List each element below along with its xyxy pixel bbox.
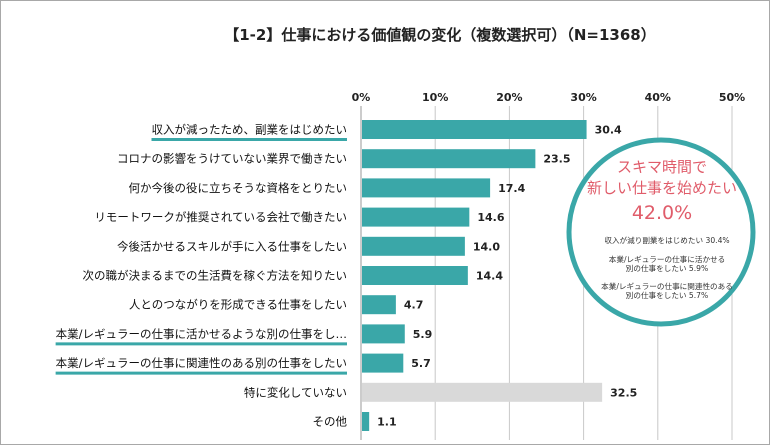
category-label: 収入が減ったため、副業をはじめたい	[152, 123, 348, 137]
bar	[362, 295, 396, 315]
category-label: 次の職が決まるまでの生活費を稼ぐ方法を知りたい	[83, 269, 348, 283]
category-label: 特に変化していない	[244, 385, 347, 399]
category-label: 人とのつながりを形成できる仕事をしたい	[129, 298, 347, 312]
chart-title: 【1-2】仕事における価値観の変化（複数選択可）（N=1368）	[224, 26, 655, 44]
x-tick-label: 0%	[352, 91, 371, 104]
category-label: 何か今後の役に立ちそうな資格をとりたい	[129, 181, 348, 195]
callout-total: 42.0%	[632, 202, 692, 224]
category-label: 本業/レギュラーの仕事に活かせるような別の仕事をし…	[56, 327, 347, 341]
value-label: 14.6	[477, 211, 504, 224]
bar	[362, 266, 468, 285]
x-tick-label: 30%	[570, 91, 596, 104]
category-label: コロナの影響をうけていない業界で働きたい	[117, 152, 347, 166]
bars	[362, 120, 603, 431]
x-axis-ticks: 0% 10% 20% 30% 40% 50%	[352, 91, 746, 104]
category-label: 本業/レギュラーの仕事に関連性のある別の仕事をしたい	[56, 356, 347, 370]
value-label: 17.4	[498, 182, 525, 195]
bar	[362, 207, 470, 227]
x-tick-label: 40%	[645, 91, 671, 104]
callout-item-2: 本業/レギュラーの仕事に活かせる	[609, 254, 725, 264]
callout-item-4: 本業/レギュラーの仕事に関連性のある	[601, 281, 733, 291]
value-label: 1.1	[377, 416, 397, 429]
bar	[362, 324, 405, 344]
x-tick-label: 10%	[422, 91, 448, 104]
value-label: 14.0	[473, 240, 500, 253]
bar	[362, 149, 536, 169]
bar	[362, 178, 491, 198]
category-labels: 収入が減ったため、副業をはじめたいコロナの影響をうけていない業界で働きたい何か今…	[55, 123, 348, 429]
bar	[362, 353, 404, 373]
bar	[362, 382, 603, 402]
callout-circle	[566, 137, 756, 327]
callout-item-3: 別の仕事をしたい 5.9%	[626, 263, 708, 273]
callout-headline-2: 新しい仕事を始めたい	[587, 179, 737, 197]
category-label: その他	[313, 415, 348, 429]
value-labels: 30.4 23.5 17.4 14.6 14.0 14.4 4.7 5.9 5.7 32.5 1.1	[377, 124, 637, 429]
bar	[362, 412, 370, 431]
category-label: リモートワークが推奨されている会社で働きたい	[94, 210, 347, 224]
callout-item-5: 別の仕事をしたい 5.7%	[626, 290, 708, 300]
value-label: 5.9	[413, 328, 433, 341]
callout-item-1: 収入が減り副業をはじめたい 30.4%	[604, 235, 729, 245]
x-tick-label: 50%	[719, 91, 745, 104]
value-label: 32.5	[610, 386, 637, 399]
bar	[362, 236, 465, 256]
value-label: 5.7	[411, 357, 431, 370]
bar	[362, 120, 587, 139]
callout-headline-1: スキマ時間で	[617, 158, 707, 176]
category-label: 今後活かせるスキルが手に入る仕事をしたい	[117, 239, 347, 253]
value-label: 30.4	[595, 124, 622, 137]
value-label: 14.4	[476, 270, 503, 283]
value-label: 4.7	[404, 299, 424, 312]
x-tick-label: 20%	[496, 91, 522, 104]
highlight-callout: スキマ時間で 新しい仕事を始めたい 42.0% 収入が減り副業をはじめたい 30…	[566, 137, 756, 327]
value-label: 23.5	[543, 153, 570, 166]
